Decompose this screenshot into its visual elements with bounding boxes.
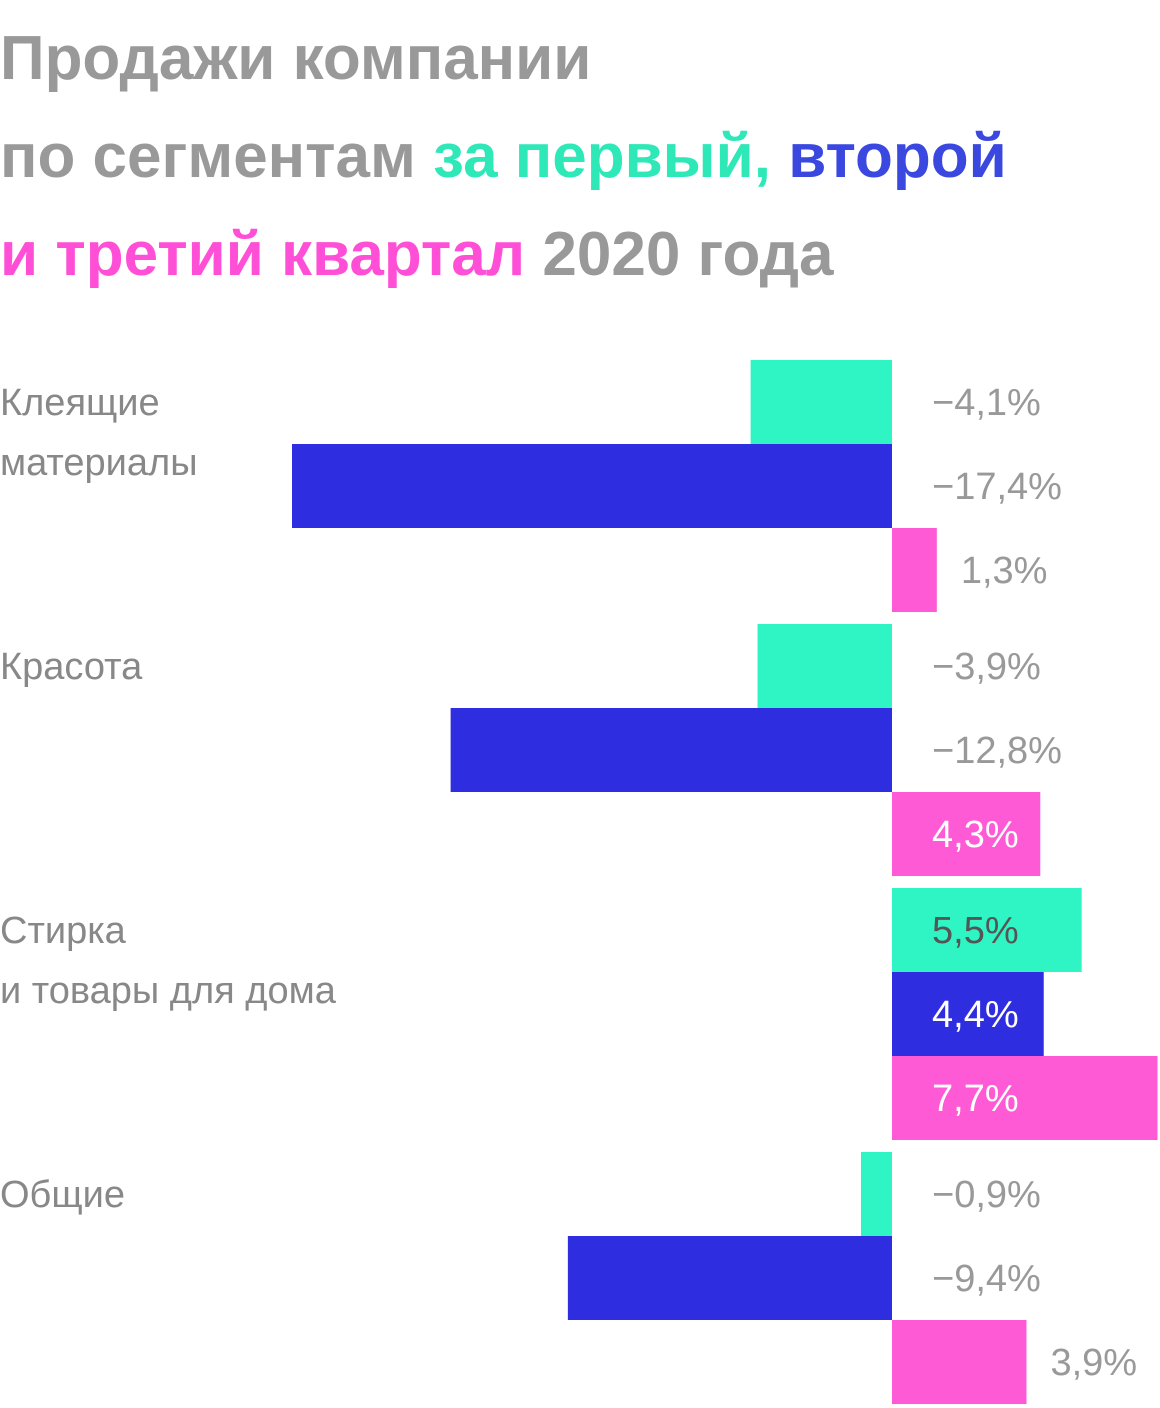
value-label: 1,3% (961, 550, 1048, 592)
bar (450, 708, 892, 792)
title-part: 2020 года (525, 220, 834, 289)
value-label: −4,1% (932, 382, 1041, 424)
bar (892, 972, 1044, 1056)
bar (892, 888, 1082, 972)
category-label-line: Красота (0, 646, 143, 688)
bar (750, 360, 892, 444)
value-label: −3,9% (932, 646, 1041, 688)
category-label-line: материалы (0, 442, 198, 484)
value-label: −9,4% (932, 1258, 1041, 1300)
bar (567, 1236, 892, 1320)
title-part: за первый (433, 122, 754, 191)
value-label: −0,9% (932, 1174, 1041, 1216)
category-label-line: Общие (0, 1174, 125, 1216)
bar (892, 1320, 1027, 1404)
title-part: и третий квартал (0, 220, 526, 289)
category-label: Клеящие материалы (0, 382, 198, 484)
category-label-line: Клеящие (0, 382, 160, 424)
title-part: , (753, 122, 789, 191)
value-label: 5,5% (932, 910, 1019, 952)
category-label: Красота (0, 646, 143, 688)
bar (860, 1152, 892, 1236)
bars-layer (292, 360, 1158, 1404)
title-part: второй (788, 122, 1007, 191)
bar (892, 792, 1041, 876)
bar (757, 624, 892, 708)
bar (292, 444, 892, 528)
value-label: 3,9% (1050, 1342, 1137, 1384)
value-label: 7,7% (932, 1078, 1019, 1120)
category-label: Общие (0, 1174, 125, 1216)
labels-layer: Клеящие материалы −4,1% −17,4% 1,3% Красота −3… (0, 382, 1137, 1384)
value-label: −17,4% (932, 466, 1062, 508)
value-label: 4,4% (932, 994, 1019, 1036)
title-part: по сегментам (0, 122, 434, 191)
title-part: Продажи компании (0, 24, 592, 93)
value-label: −12,8% (932, 730, 1062, 772)
chart-title: Продажи компании по сегментам за первый, … (0, 10, 1160, 304)
category-label: Стирка и товары для дома (0, 910, 337, 1012)
bar (892, 528, 937, 612)
category-label-line: Стирка (0, 910, 127, 952)
value-label: 4,3% (932, 814, 1019, 856)
category-label-line: и товары для дома (0, 970, 337, 1012)
bar (892, 1056, 1158, 1140)
